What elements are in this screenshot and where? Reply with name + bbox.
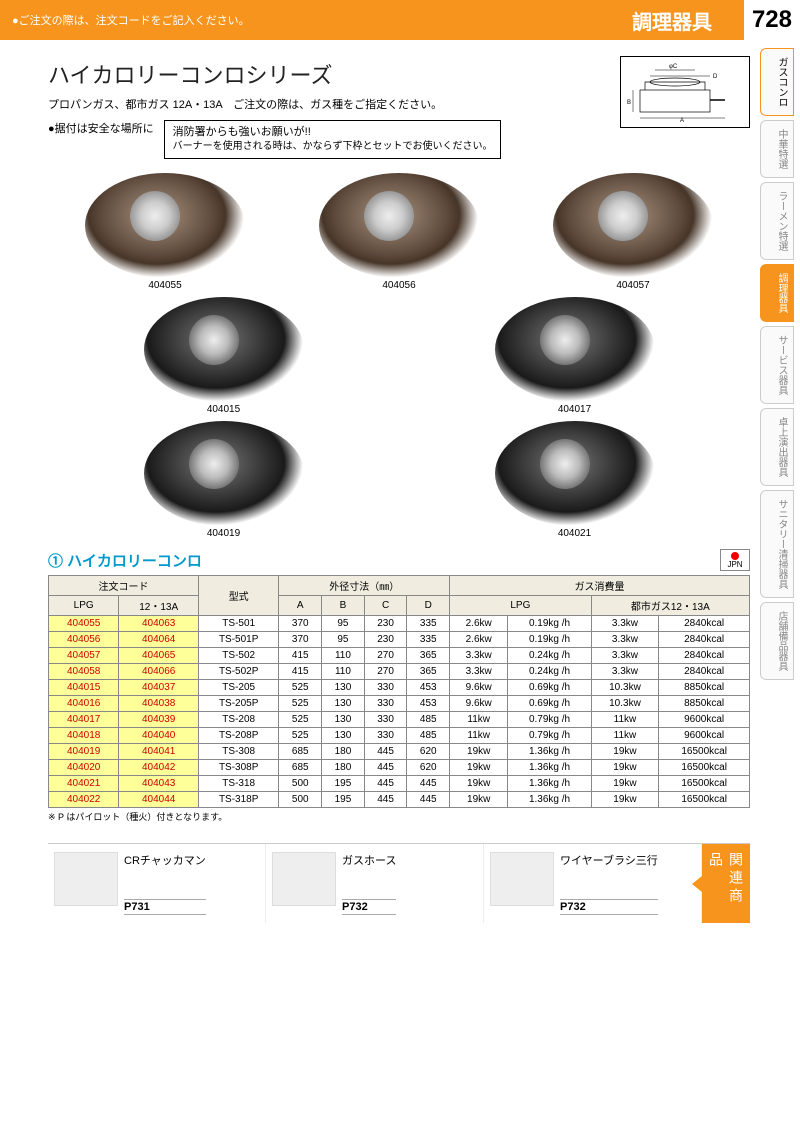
product-code: 404015 bbox=[144, 404, 304, 415]
th-lpg: LPG bbox=[49, 596, 119, 616]
table-row: 404015404037TS-2055251303304539.6kw0.69k… bbox=[49, 680, 750, 696]
product-item: 404057 bbox=[553, 173, 713, 291]
jpn-badge: JPN bbox=[720, 549, 750, 571]
product-item: 404055 bbox=[85, 173, 245, 291]
header-page-number: 728 bbox=[744, 0, 800, 40]
table-row: 404016404038TS-205P5251303304539.6kw0.69… bbox=[49, 696, 750, 712]
related-image bbox=[272, 852, 336, 906]
table-row: 404018404040TS-208P52513033048511kw0.79k… bbox=[49, 728, 750, 744]
fire-warning-line1: 消防署からも強いお願いが!! bbox=[173, 125, 493, 140]
side-tab-1[interactable]: 中華特選 bbox=[760, 120, 794, 178]
product-code: 404056 bbox=[319, 280, 479, 291]
jpn-flag-icon bbox=[731, 552, 739, 560]
main-content: ハイカロリーコンロシリーズ プロパンガス、都市ガス 12A・13A ご注文の際は… bbox=[0, 40, 760, 933]
related-item[interactable]: CRチャッカマン P731 bbox=[48, 844, 266, 923]
related-item[interactable]: ワイヤーブラシ三行 P732 bbox=[484, 844, 702, 923]
svg-text:B: B bbox=[627, 100, 631, 106]
side-tab-2[interactable]: ラーメン特選 bbox=[760, 182, 794, 260]
product-image bbox=[144, 421, 304, 526]
product-item: 404056 bbox=[319, 173, 479, 291]
side-tabs: ガスコンロ中華特選ラーメン特選調理器具サービス器具卓上演出器具サニタリー清掃器具… bbox=[760, 40, 800, 933]
related-page: P731 bbox=[124, 899, 206, 915]
related-page: P732 bbox=[342, 899, 396, 915]
th-d: D bbox=[407, 596, 450, 616]
product-item: 404015 bbox=[144, 297, 304, 415]
table-row: 404058404066TS-502P4151102703653.3kw0.24… bbox=[49, 664, 750, 680]
table-row: 404055404063TS-501370952303352.6kw0.19kg… bbox=[49, 616, 750, 632]
arrow-left-icon bbox=[692, 876, 702, 892]
svg-text:φC: φC bbox=[669, 64, 678, 70]
section-title: ① ハイカロリーコンロ bbox=[48, 550, 202, 571]
th-gas-city: 都市ガス12・13A bbox=[591, 596, 749, 616]
product-grid: 404055 404056 404057 404015 404017 404019 40… bbox=[48, 173, 750, 539]
related-name: ガスホース bbox=[342, 852, 396, 868]
th-b: B bbox=[322, 596, 365, 616]
fire-warning-line2: バーナーを使用される時は、かならず下枠とセットでお使いください。 bbox=[173, 140, 493, 154]
table-row: 404056404064TS-501P370952303352.6kw0.19k… bbox=[49, 632, 750, 648]
related-name: CRチャッカマン bbox=[124, 852, 206, 868]
side-tab-6[interactable]: サニタリー清掃器具 bbox=[760, 490, 794, 598]
product-image bbox=[319, 173, 479, 278]
product-image bbox=[85, 173, 245, 278]
product-code: 404017 bbox=[495, 404, 655, 415]
product-image bbox=[495, 297, 655, 402]
table-row: 404017404039TS-20852513033048511kw0.79kg… bbox=[49, 712, 750, 728]
side-tab-4[interactable]: サービス器具 bbox=[760, 326, 794, 404]
product-item: 404019 bbox=[144, 421, 304, 539]
side-tab-3[interactable]: 調理器具 bbox=[760, 264, 794, 322]
svg-text:D: D bbox=[713, 74, 718, 80]
spec-table: 注文コード 型式 外径寸法（㎜） ガス消費量 LPG 12・13A A B C … bbox=[48, 575, 750, 808]
th-c: C bbox=[364, 596, 407, 616]
install-warning: ●据付は安全な場所に bbox=[48, 120, 154, 136]
product-code: 404019 bbox=[144, 528, 304, 539]
product-item: 404017 bbox=[495, 297, 655, 415]
related-item[interactable]: ガスホース P732 bbox=[266, 844, 484, 923]
product-code: 404057 bbox=[553, 280, 713, 291]
fire-warning-box: 消防署からも強いお願いが!! バーナーを使用される時は、かならず下枠とセットでお… bbox=[164, 120, 502, 159]
table-row: 404057404065TS-5024151102703653.3kw0.24k… bbox=[49, 648, 750, 664]
svg-text:A: A bbox=[680, 118, 684, 123]
related-label: 関連商品 bbox=[702, 844, 750, 923]
product-code: 404055 bbox=[85, 280, 245, 291]
th-gas-lpg: LPG bbox=[450, 596, 592, 616]
th-outer: 外径寸法（㎜） bbox=[279, 576, 450, 596]
th-gas: ガス消費量 bbox=[450, 576, 750, 596]
product-code: 404021 bbox=[495, 528, 655, 539]
dimension-diagram: A B φC D bbox=[620, 56, 750, 128]
th-city: 12・13A bbox=[119, 596, 199, 616]
th-order-code: 注文コード bbox=[49, 576, 199, 596]
header-bar: ●ご注文の際は、注文コードをご記入ください。 調理器具 728 bbox=[0, 0, 800, 40]
table-row: 404019404041TS-30868518044562019kw1.36kg… bbox=[49, 744, 750, 760]
header-category: 調理器具 bbox=[632, 6, 712, 35]
side-tab-0[interactable]: ガスコンロ bbox=[760, 48, 794, 116]
product-image bbox=[553, 173, 713, 278]
th-a: A bbox=[279, 596, 322, 616]
side-tab-5[interactable]: 卓上演出器具 bbox=[760, 408, 794, 486]
product-item: 404021 bbox=[495, 421, 655, 539]
product-image bbox=[495, 421, 655, 526]
side-tab-7[interactable]: 店舗備品器具 bbox=[760, 602, 794, 680]
header-notice: ●ご注文の際は、注文コードをご記入ください。 bbox=[12, 12, 632, 28]
table-note: ※ P はパイロット（種火）付きとなります。 bbox=[48, 810, 750, 823]
table-row: 404022404044TS-318P50019544544519kw1.36k… bbox=[49, 792, 750, 808]
related-image bbox=[54, 852, 118, 906]
related-bar: CRチャッカマン P731 ガスホース P732 ワイヤーブラシ三行 P732 関連商品 bbox=[48, 843, 750, 923]
table-row: 404020404042TS-308P68518044562019kw1.36k… bbox=[49, 760, 750, 776]
related-image bbox=[490, 852, 554, 906]
related-page: P732 bbox=[560, 899, 658, 915]
th-model: 型式 bbox=[198, 576, 278, 616]
table-row: 404021404043TS-31850019544544519kw1.36kg… bbox=[49, 776, 750, 792]
related-name: ワイヤーブラシ三行 bbox=[560, 852, 658, 868]
product-image bbox=[144, 297, 304, 402]
